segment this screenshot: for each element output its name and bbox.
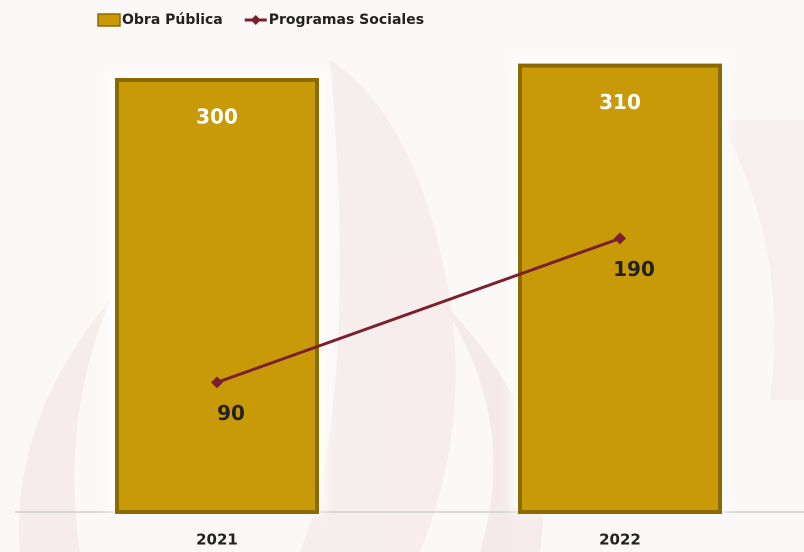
- bar-value-label: 300: [196, 105, 238, 129]
- line-value-label: 90: [217, 401, 245, 425]
- line-marker: [614, 232, 626, 245]
- legend-label: Programas Sociales: [269, 12, 424, 28]
- line: [216, 236, 621, 384]
- legend-label: Obra Pública: [122, 12, 223, 28]
- x-tick-label: 2022: [599, 531, 641, 549]
- plot-area: 2021 2022 300 310 90 190: [15, 57, 804, 549]
- legend-swatch: [97, 13, 121, 27]
- line-value-label: 190: [613, 257, 655, 281]
- bar: [115, 78, 319, 514]
- bar-value-label: 310: [599, 90, 641, 114]
- legend-swatch-marker: [250, 15, 261, 25]
- x-tick-label: 2021: [196, 531, 238, 549]
- line-marker: [211, 376, 223, 389]
- bar: [518, 63, 722, 514]
- legend: Obra Pública Programas Sociales: [97, 12, 424, 28]
